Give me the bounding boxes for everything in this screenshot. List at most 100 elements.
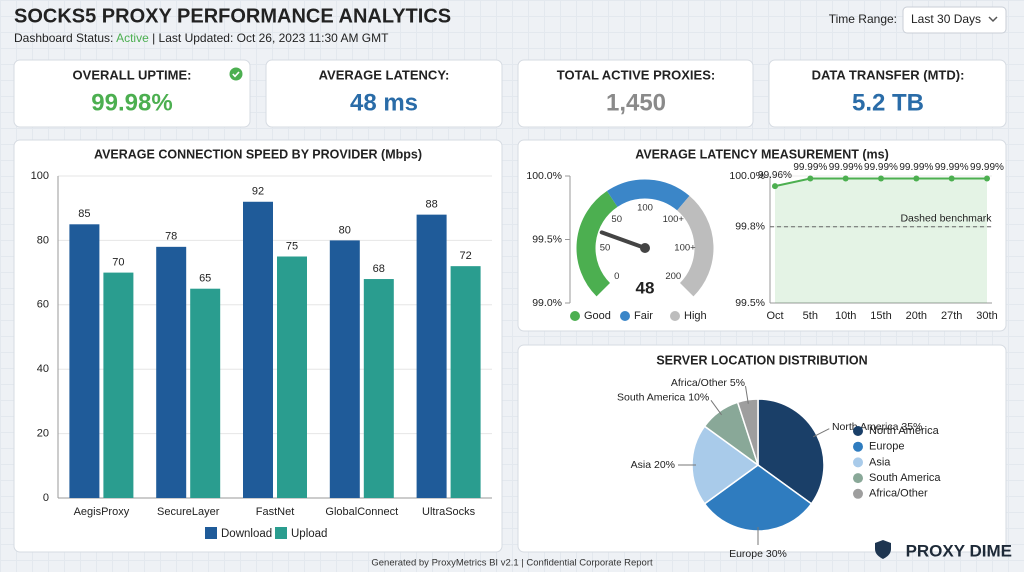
y-tick-label: 80 [37,234,49,246]
y-tick-label: 99.8% [735,221,765,233]
gauge-tick-label: 50 [600,243,611,254]
time-range-select[interactable]: Last 30 Days [902,6,1007,34]
kpi-card [768,59,1007,128]
y-tick-label: 100.0% [729,170,765,182]
bar [363,279,394,498]
area [775,178,987,303]
value-label: 99.96% [758,170,792,181]
legend-swatch [853,426,863,436]
watermark-icon [875,540,891,559]
kpi-card [517,59,754,128]
needle [599,230,647,250]
check-icon [229,67,243,81]
kpi-label: OVERALL UPTIME: [73,67,192,82]
select-box[interactable] [902,6,1007,34]
select-value[interactable]: Last 30 Days [911,12,981,26]
value-label: 88 [425,199,437,211]
gauge-tick-label: 0 [614,271,619,282]
leader-line [813,428,830,438]
value-label: 92 [252,186,264,198]
bar [243,201,273,498]
value-label: 75 [286,240,298,252]
x-tick-label: 5th [803,310,818,322]
value-label: 80 [339,224,351,236]
value-label: 99.99% [793,162,827,173]
legend-label: Good [584,310,611,322]
watermark: PROXY DIME [906,541,1012,560]
legend-label: Africa/Other [869,488,928,500]
value-label: 72 [459,250,471,262]
bar [416,214,447,498]
x-tick-label: SecureLayer [157,506,220,518]
value-label: 99.99% [864,162,898,173]
y-tick-label: 100.0% [526,170,562,182]
legend-label: South America [869,472,941,484]
x-tick-label: 27th [941,310,962,322]
gauge-value: 48 [636,278,655,297]
kpi-label: TOTAL ACTIVE PROXIES: [557,67,715,82]
x-tick-label: 20th [906,310,927,322]
kpi-card [13,59,251,128]
gauge-tick-label: 100+ [663,214,685,225]
y-tick-label: 40 [37,363,49,375]
y-tick-label: 99.5% [532,233,562,245]
legend-swatch [853,457,863,468]
chart-title: AVERAGE CONNECTION SPEED BY PROVIDER (Mb… [94,147,422,161]
chart-title: AVERAGE LATENCY MEASUREMENT (ms) [635,147,889,161]
legend-swatch [205,527,217,539]
y-tick-label: 99.5% [735,297,765,309]
y-tick-label: 99.0% [532,297,562,309]
updated: | Last Updated: Oct 26, 2023 11:30 AM GM… [152,31,389,45]
x-tick-label: 30th [976,310,997,322]
status-label: Dashboard Status: [14,31,113,45]
legend-swatch [275,527,287,539]
value-label: 99.99% [935,162,969,173]
legend-label: Europe [869,441,904,453]
footer: Generated by ProxyMetrics BI v2.1 | Conf… [371,558,653,569]
legend-label: Asia [869,456,891,468]
kpi-value: 48 ms [350,89,418,116]
legend-label: Download [221,528,272,540]
value-label: 99.99% [970,162,1004,173]
gauge-tick-label: 200 [665,271,681,282]
bar [103,272,134,498]
value-label: 78 [165,231,177,243]
bar [277,256,307,498]
value-label: 99.99% [829,162,863,173]
chart-title: SERVER LOCATION DISTRIBUTION [656,353,867,367]
chevron[interactable] [988,16,998,23]
legend-label: Fair [634,310,653,322]
x-tick-label: GlobalConnect [325,506,398,518]
status: Active [116,31,149,45]
gauge-tick-label: 50 [611,214,622,225]
point [984,175,990,182]
value-label: 85 [78,208,90,220]
bar [450,266,481,498]
gauge-tick-label: 100+ [674,243,696,254]
value-label: 99.99% [899,162,933,173]
legend-label: North America [869,425,940,437]
gauge-band [576,191,618,297]
slice-label: Europe 30% [729,548,787,560]
x-tick-label: Oct [766,310,783,322]
kpi-value: 5.2 TB [852,89,924,116]
x-tick-label: FastNet [256,506,295,518]
kpi-label: AVERAGE LATENCY: [319,67,450,82]
gauge-band [676,195,714,297]
kpi-value: 99.98% [91,89,172,116]
legend-swatch [853,488,863,499]
value-label: 65 [199,273,211,285]
leader-line [744,385,749,404]
value-label: 68 [373,263,385,275]
legend-label: Upload [291,528,327,540]
status-line: Dashboard Status: Active | Last Updated:… [14,31,389,45]
bar [329,240,360,498]
kpi-value: 1,450 [606,89,666,116]
y-tick-label: 0 [43,492,49,504]
y-tick-label: 60 [37,299,49,311]
point [878,175,884,182]
legend-swatch [570,311,580,321]
y-tick-label: 20 [37,428,49,440]
kpi-card [265,59,503,128]
